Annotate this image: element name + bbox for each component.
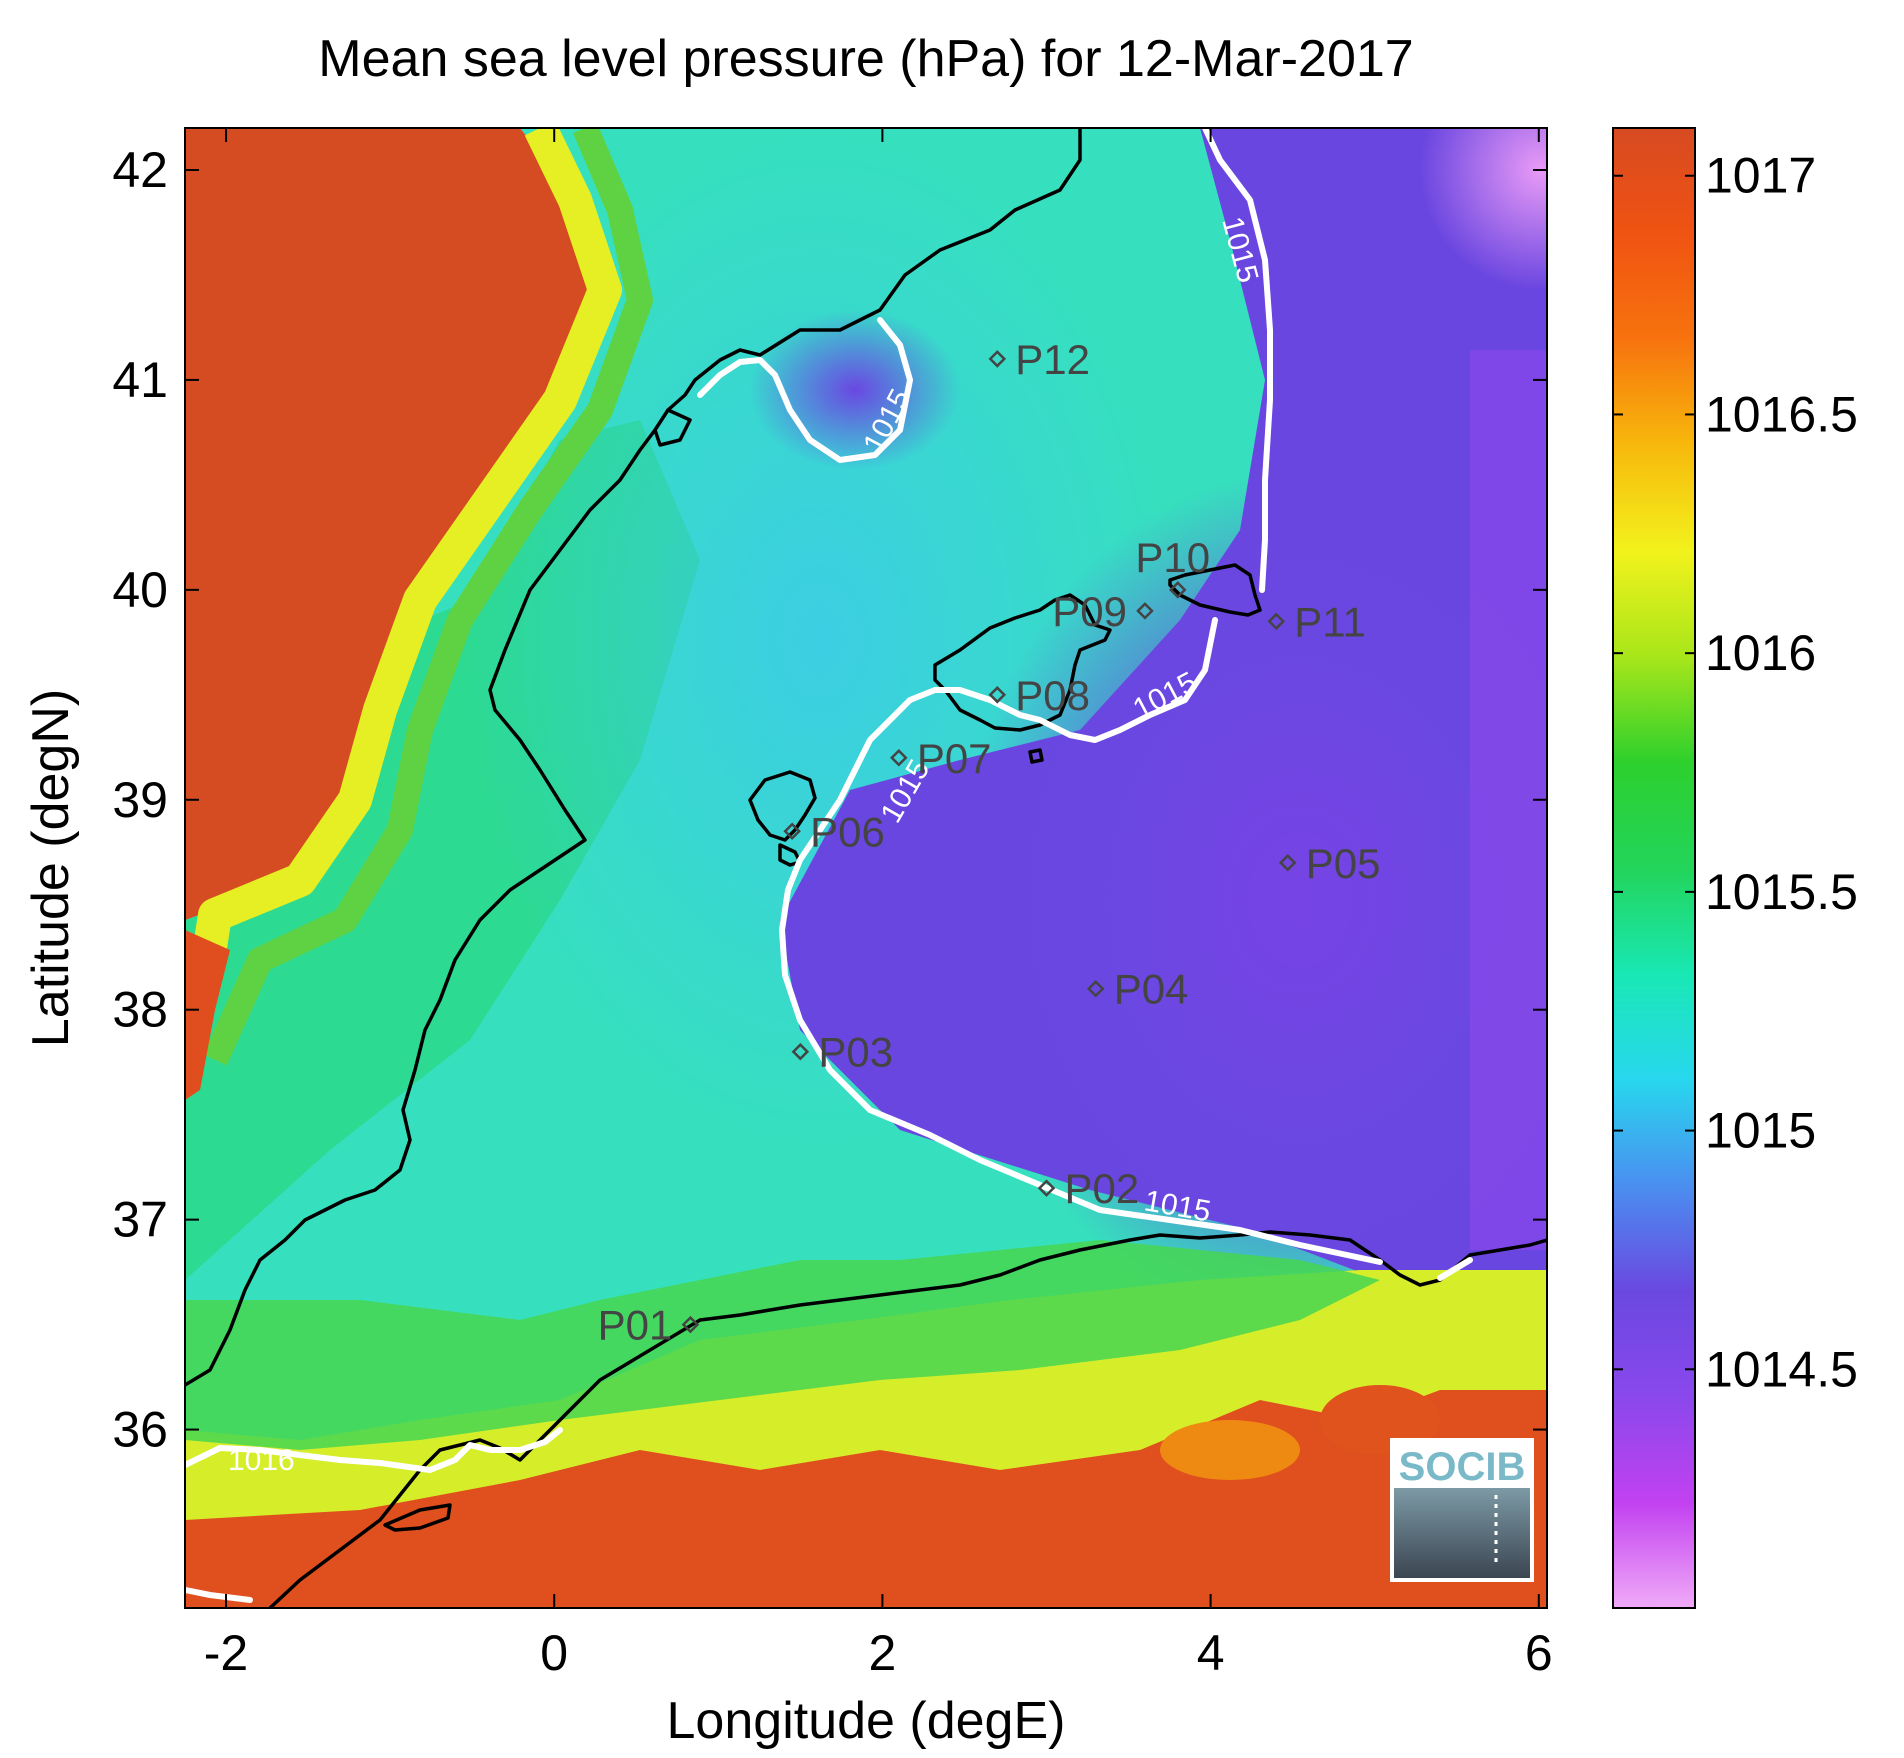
x-axis: -2 0 2 4 6 [204, 128, 1553, 1681]
coastline-alboran-island [383, 1503, 452, 1532]
station-label: P03 [818, 1029, 893, 1076]
field-iberia-high [185, 128, 600, 920]
x-tick-label: 6 [1525, 1625, 1553, 1681]
colorbar-tick-label: 1017 [1705, 148, 1816, 204]
y-tick-label: 39 [112, 772, 168, 828]
station-marker-icon [681, 1315, 700, 1334]
isobar-label: 1016 [228, 1444, 295, 1477]
colorbar-ticks: 1014.5 1015 1015.5 1016 1016.5 1017 [1613, 148, 1858, 1397]
station-p12: P12 [988, 336, 1090, 383]
isobar-1015-se [1437, 1257, 1473, 1281]
station-p05: P05 [1278, 840, 1381, 887]
station-label: P10 [1135, 534, 1210, 581]
station-marker-icon [988, 350, 1007, 368]
station-label: P08 [1015, 672, 1090, 719]
field-murcia-high [185, 930, 230, 1100]
field-iberia-yellow [185, 128, 622, 1018]
station-marker-icon [1037, 1179, 1056, 1197]
station-marker-icon [988, 686, 1007, 704]
field-minimum-pink [1420, 128, 1547, 290]
station-p02: P02 [1037, 1165, 1140, 1212]
coastline-mallorca [933, 593, 1112, 732]
y-tick-label: 42 [112, 142, 168, 198]
chart-title: Mean sea level pressure (hPa) for 12-Mar… [318, 30, 1413, 88]
map-frame [184, 127, 1548, 1609]
station-p07: P07 [890, 735, 992, 782]
field-africa-hotspot [1160, 1420, 1300, 1480]
station-label: P04 [1114, 966, 1189, 1013]
y-axis-label: Latitude (degN) [22, 689, 80, 1047]
coastline-iberia [185, 128, 1082, 1387]
y-tick-label: 40 [112, 562, 168, 618]
station-p10: P10 [1135, 534, 1210, 599]
station-marker-icon [791, 1042, 810, 1061]
isobar-1016-sw [185, 1587, 253, 1603]
field-africa-green [185, 1240, 1380, 1450]
y-tick-label: 36 [112, 1402, 168, 1458]
station-p11: P11 [1267, 598, 1366, 645]
station-p03: P03 [791, 1029, 893, 1076]
station-label: P01 [598, 1302, 673, 1349]
station-marker-icon [1169, 581, 1187, 599]
station-label: P07 [917, 735, 992, 782]
coastline-north-africa [268, 1230, 1547, 1608]
station-label: P06 [810, 808, 885, 855]
y-tick-label: 41 [112, 352, 168, 408]
pressure-field [185, 128, 1547, 1608]
coastline-cabrera [1028, 748, 1044, 764]
socib-logo: SOCIB [1390, 1438, 1534, 1582]
colorbar-tick-label: 1016.5 [1705, 386, 1858, 442]
station-marker-icon [1086, 979, 1105, 998]
station-label: P09 [1052, 588, 1127, 635]
logo-text-bg [1394, 1442, 1530, 1488]
x-axis-label: Longitude (degE) [667, 1692, 1066, 1750]
coastline-ibiza [748, 770, 817, 842]
coastline-formentera [778, 843, 802, 867]
x-tick-label: -2 [204, 1625, 248, 1681]
station-marker-icon [1278, 853, 1297, 872]
y-tick-label: 38 [112, 982, 168, 1038]
station-label: P02 [1065, 1165, 1140, 1212]
isobar-1015-east [1202, 128, 1273, 593]
station-marker-icon [1267, 612, 1286, 631]
station-marker-icon [1136, 602, 1154, 620]
colorbar-tick-label: 1016 [1705, 625, 1816, 681]
station-p06: P06 [783, 808, 885, 855]
isobar-1015-west [779, 617, 1383, 1265]
field-africa-hotspot [1320, 1385, 1440, 1455]
isobars [185, 128, 1473, 1603]
colorbar [1612, 127, 1696, 1609]
colorbar-tick-label: 1015.5 [1705, 864, 1858, 920]
y-axis: 36 37 38 39 40 41 42 [112, 142, 1547, 1458]
field-iberia-green-fringe [203, 128, 653, 1066]
station-marker-icon [890, 749, 908, 767]
station-label: P12 [1015, 336, 1090, 383]
x-tick-label: 0 [540, 1625, 568, 1681]
coastline-ebro-delta [653, 408, 692, 447]
y-tick-label: 37 [112, 1192, 168, 1248]
station-p09: P09 [1052, 588, 1154, 635]
logo-text: SOCIB [1399, 1445, 1526, 1489]
isobar-1015-local [697, 317, 913, 463]
station-label: P05 [1306, 840, 1381, 887]
colorbar-tick-label: 1014.5 [1705, 1341, 1858, 1397]
station-marker-icon [783, 822, 801, 841]
station-p08: P08 [988, 672, 1090, 719]
colorbar-tick-label: 1015 [1705, 1103, 1816, 1159]
station-label: P11 [1294, 598, 1366, 645]
x-tick-label: 2 [869, 1625, 897, 1681]
station-p01: P01 [598, 1302, 700, 1349]
isobar-1016 [185, 1427, 563, 1473]
x-tick-label: 4 [1197, 1625, 1225, 1681]
field-low-core [960, 470, 1547, 1330]
station-p04: P04 [1086, 966, 1189, 1013]
